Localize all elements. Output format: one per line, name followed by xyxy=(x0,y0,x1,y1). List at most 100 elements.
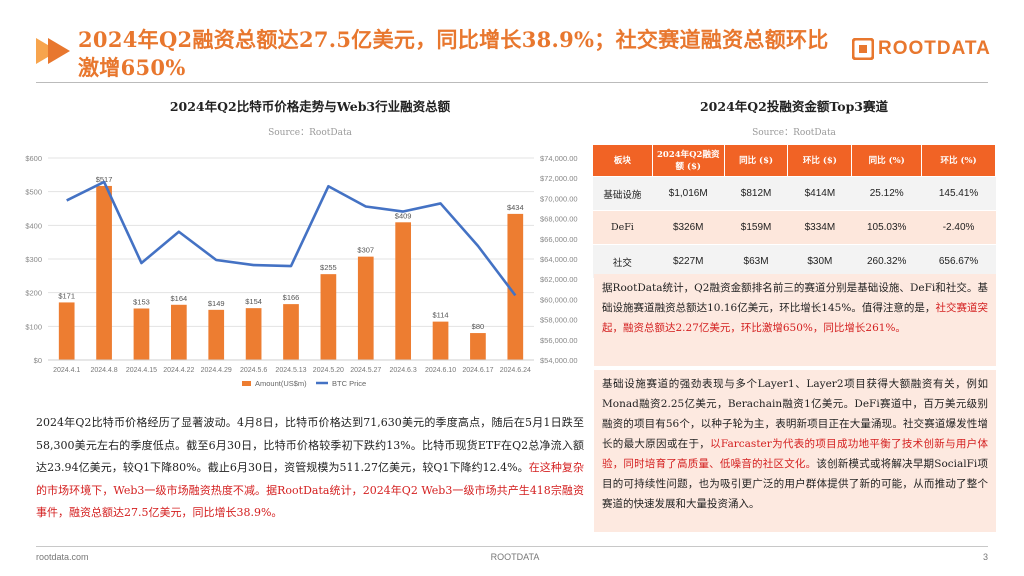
bar-data-label: $166 xyxy=(283,293,300,302)
table-cell: 145.41% xyxy=(921,176,996,211)
bar-amount xyxy=(432,321,449,360)
table-header-cell: 环比 (%) xyxy=(921,144,996,177)
logo-text: ROOTDATA xyxy=(878,38,991,59)
right-axis-tick-label: $74,000.00 xyxy=(540,154,578,163)
x-axis-tick-label: 2024.5.20 xyxy=(313,367,344,374)
bar-amount xyxy=(170,304,187,360)
table-cell: $334M xyxy=(787,210,852,245)
x-axis-tick-label: 2024.5.27 xyxy=(350,367,381,374)
left-paragraph-normal: 2024年Q2比特币价格经历了显著波动。4月8日，比特币价格达到71,630美元… xyxy=(36,416,584,474)
right-axis-tick-label: $64,000.00 xyxy=(540,255,578,264)
right-axis-tick-label: $56,000.00 xyxy=(540,336,578,345)
rootdata-logo: ROOTDATA xyxy=(852,38,991,60)
right-axis-tick-label: $62,000.00 xyxy=(540,275,578,284)
bar-amount xyxy=(208,309,225,360)
x-axis-tick-label: 2024.4.1 xyxy=(53,367,80,374)
legend-label-amount: Amount(US$m) xyxy=(255,379,307,388)
right-axis-tick-label: $70,000.00 xyxy=(540,194,578,203)
table-cell: 25.12% xyxy=(851,176,922,211)
top3-sectors-table: 板块 2024年Q2融资额 ($) 同比 ($) 环比 ($) 同比 (%) 环… xyxy=(592,144,996,279)
footer-divider xyxy=(36,546,988,547)
header-divider xyxy=(36,82,988,83)
table-row: 社交 $227M $63M $30M 260.32% 656.67% xyxy=(592,244,996,279)
left-axis-tick-label: $0 xyxy=(34,356,42,365)
right-axis-tick-label: $72,000.00 xyxy=(540,174,578,183)
right-axis-tick-label: $66,000.00 xyxy=(540,235,578,244)
table-cell: $30M xyxy=(787,244,852,279)
x-axis-tick-label: 2024.6.3 xyxy=(390,367,417,374)
right-panel-title: 2024年Q2投融资金额Top3赛道 xyxy=(699,99,889,114)
bar-amount xyxy=(245,308,262,360)
table-cell: $326M xyxy=(652,210,725,245)
btc-funding-chart: $0 $100 $200 $300 $400 $500 $600 $54,000.00 $56,… xyxy=(14,146,586,398)
x-axis-tick-label: 2024.6.24 xyxy=(500,367,531,374)
title-arrow-icon xyxy=(36,38,70,64)
table-row: 基础设施 $1,016M $812M $414M 25.12% 145.41% xyxy=(592,176,996,211)
analysis-box-detail: 基础设施赛道的强劲表现与多个Layer1、Layer2项目获得大额融资有关，例如… xyxy=(594,370,996,532)
table-header-cell: 同比 (%) xyxy=(851,144,923,177)
bar-data-label: $255 xyxy=(320,263,337,272)
legend-label-btc: BTC Price xyxy=(332,379,366,388)
x-axis-tick-label: 2024.4.15 xyxy=(126,367,157,374)
table-cell: -2.40% xyxy=(921,210,996,245)
left-axis-tick-label: $500 xyxy=(25,188,42,197)
footer-website: rootdata.com xyxy=(36,552,89,562)
left-axis-tick-label: $100 xyxy=(25,322,42,331)
bar-amount xyxy=(96,185,112,360)
right-axis-tick-label: $58,000.00 xyxy=(540,316,578,325)
bar-amount xyxy=(507,213,524,360)
left-axis-tick-label: $300 xyxy=(25,255,42,264)
box2-normal-text: 基础设施赛道的强劲表现与多个Layer1、Layer2项目获得大额融资有关，例如… xyxy=(602,378,988,450)
bar-data-label: $409 xyxy=(395,211,412,220)
table-cell: $414M xyxy=(787,176,852,211)
table-header-cell: 2024年Q2融资额 ($) xyxy=(651,144,725,177)
bar-amount xyxy=(283,304,299,360)
left-axis-tick-label: $600 xyxy=(25,154,42,163)
bar-amount xyxy=(357,256,374,360)
bar-data-label: $149 xyxy=(208,299,225,308)
bar-amount xyxy=(395,222,412,360)
bar-data-label: $171 xyxy=(58,291,75,300)
table-cell: 105.03% xyxy=(851,210,922,245)
x-axis-tick-label: 2024.5.13 xyxy=(275,367,306,374)
table-cell: 656.67% xyxy=(921,244,996,279)
x-axis-tick-label: 2024.5.6 xyxy=(240,367,267,374)
bar-data-label: $434 xyxy=(507,203,524,212)
rootdata-logo-icon xyxy=(852,38,874,60)
table-cell: $159M xyxy=(724,210,788,245)
analysis-box-summary: 据RootData统计，Q2融资金额排名前三的赛道分别是基础设施、DeFi和社交… xyxy=(594,274,996,366)
legend-swatch-amount xyxy=(242,381,251,386)
right-panel-source: Source：RootData xyxy=(752,128,836,138)
left-panel-title: 2024年Q2比特币价格走势与Web3行业融资总额 xyxy=(169,99,451,114)
table-cell: $1,016M xyxy=(652,176,725,211)
box2-highlight-text: 以Farcaster为代表的项目成功地平衡了技术创新与用户体验，同时培育了高质量… xyxy=(602,438,988,470)
table-cell: 基础设施 xyxy=(592,176,653,211)
table-header-cell: 同比 ($) xyxy=(723,144,789,177)
x-axis-tick-label: 2024.4.29 xyxy=(201,367,232,374)
left-panel-source: Source：RootData xyxy=(268,128,352,138)
table-header-cell: 环比 ($) xyxy=(787,144,853,177)
box2-normal-text-end: 该创新模式或将解决早期SocialFi项目的可持续性问题，也为吸引更广泛的用户群… xyxy=(602,458,989,510)
left-axis-tick-label: $200 xyxy=(25,289,42,298)
left-panel-paragraph: 2024年Q2比特币价格经历了显著波动。4月8日，比特币价格达到71,630美元… xyxy=(36,412,584,525)
bar-amount xyxy=(320,274,337,360)
bar-data-label: $517 xyxy=(96,175,113,184)
page-number: 3 xyxy=(982,552,988,562)
right-axis-tick-label: $68,000.00 xyxy=(540,215,578,224)
bar-data-label: $153 xyxy=(133,297,150,306)
bar-data-label: $164 xyxy=(171,294,188,303)
table-cell: $227M xyxy=(652,244,725,279)
bar-data-label: $114 xyxy=(432,311,448,320)
table-row: DeFi $326M $159M $334M 105.03% -2.40% xyxy=(592,210,996,245)
slide-title: 2024年Q2融资总额达27.5亿美元，同比增长38.9%；社交赛道融资总额环比… xyxy=(78,27,829,80)
box1-highlight-text: 社交赛道突起，融资总额达2.27亿美元，环比激增650%，同比增长261%。 xyxy=(602,302,989,334)
x-axis-tick-label: 2024.6.10 xyxy=(425,367,456,374)
bar-data-label: $154 xyxy=(245,297,262,306)
footer-brand: ROOTDATA xyxy=(490,552,540,562)
btc-price-line xyxy=(66,180,517,297)
table-cell: $812M xyxy=(724,176,788,211)
bar-amount xyxy=(58,302,75,360)
table-header-row: 板块 2024年Q2融资额 ($) 同比 ($) 环比 ($) 同比 (%) 环… xyxy=(592,144,996,177)
left-axis-tick-label: $400 xyxy=(25,221,42,230)
table-cell: 260.32% xyxy=(851,244,922,279)
